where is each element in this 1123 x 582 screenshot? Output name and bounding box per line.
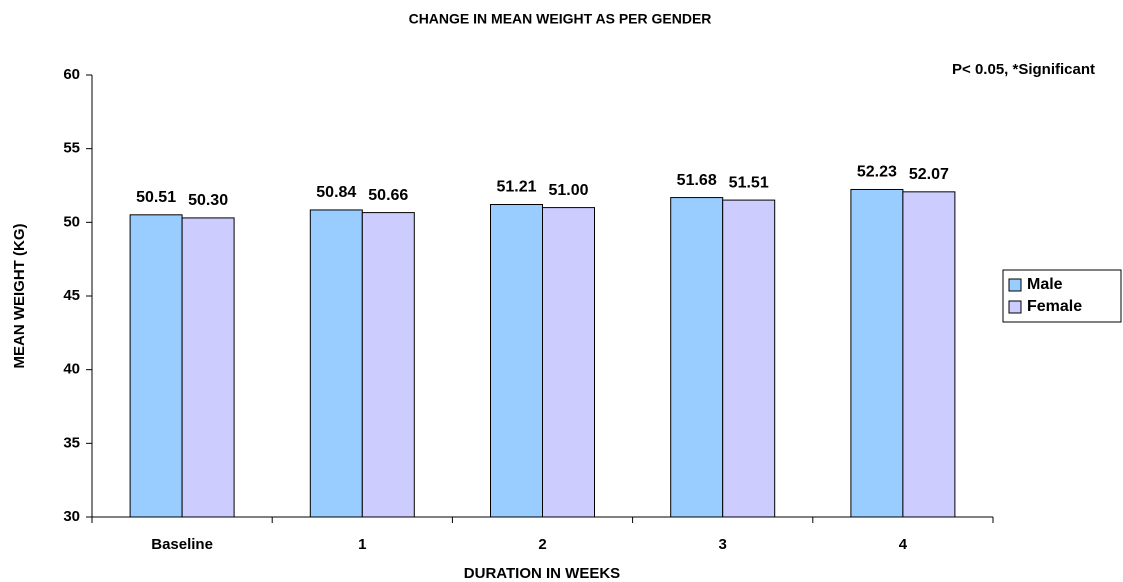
- data-label: 50.66: [368, 187, 408, 204]
- y-tick-label: 60: [63, 66, 80, 83]
- y-tick-label: 50: [63, 213, 80, 230]
- chart-title: CHANGE IN MEAN WEIGHT AS PER GENDER: [409, 11, 712, 27]
- y-tick-label: 45: [63, 287, 80, 304]
- bar: [670, 197, 724, 518]
- bar: [309, 209, 363, 518]
- bar: [850, 188, 904, 518]
- data-label: 50.30: [188, 192, 228, 209]
- bar: [129, 214, 183, 518]
- x-axis-label: DURATION IN WEEKS: [464, 565, 620, 582]
- y-tick-label: 40: [63, 361, 80, 378]
- x-tick-label: Baseline: [151, 536, 213, 553]
- x-tick-label: 4: [899, 536, 908, 553]
- legend-box: [1002, 269, 1122, 323]
- data-label: 51.51: [729, 174, 769, 191]
- y-axis-label: MEAN WEIGHT (KG): [11, 224, 28, 369]
- data-label: 52.23: [857, 164, 897, 181]
- y-tick-label: 35: [63, 434, 80, 451]
- y-tick-label: 55: [63, 140, 80, 157]
- data-label: 50.51: [136, 189, 176, 206]
- bar: [490, 204, 543, 518]
- x-tick-label: 1: [358, 536, 366, 553]
- bar: [902, 191, 956, 518]
- x-tick-label: 3: [719, 536, 727, 553]
- data-label: 50.84: [316, 184, 356, 201]
- data-label: 51.00: [548, 182, 588, 199]
- bar: [542, 207, 595, 518]
- x-tick-label: 2: [538, 536, 546, 553]
- data-label: 51.21: [496, 179, 536, 196]
- legend-swatch: [1008, 278, 1022, 292]
- bar: [361, 212, 415, 518]
- legend-swatch: [1008, 300, 1022, 314]
- y-tick-label: 30: [63, 508, 80, 525]
- data-label: 52.07: [909, 166, 949, 183]
- annotation: P< 0.05, *Significant: [952, 61, 1095, 78]
- data-label: 51.68: [677, 172, 717, 189]
- legend-label: Female: [1027, 298, 1082, 315]
- bar: [181, 217, 235, 518]
- legend-label: Male: [1027, 276, 1063, 293]
- bar: [722, 199, 776, 518]
